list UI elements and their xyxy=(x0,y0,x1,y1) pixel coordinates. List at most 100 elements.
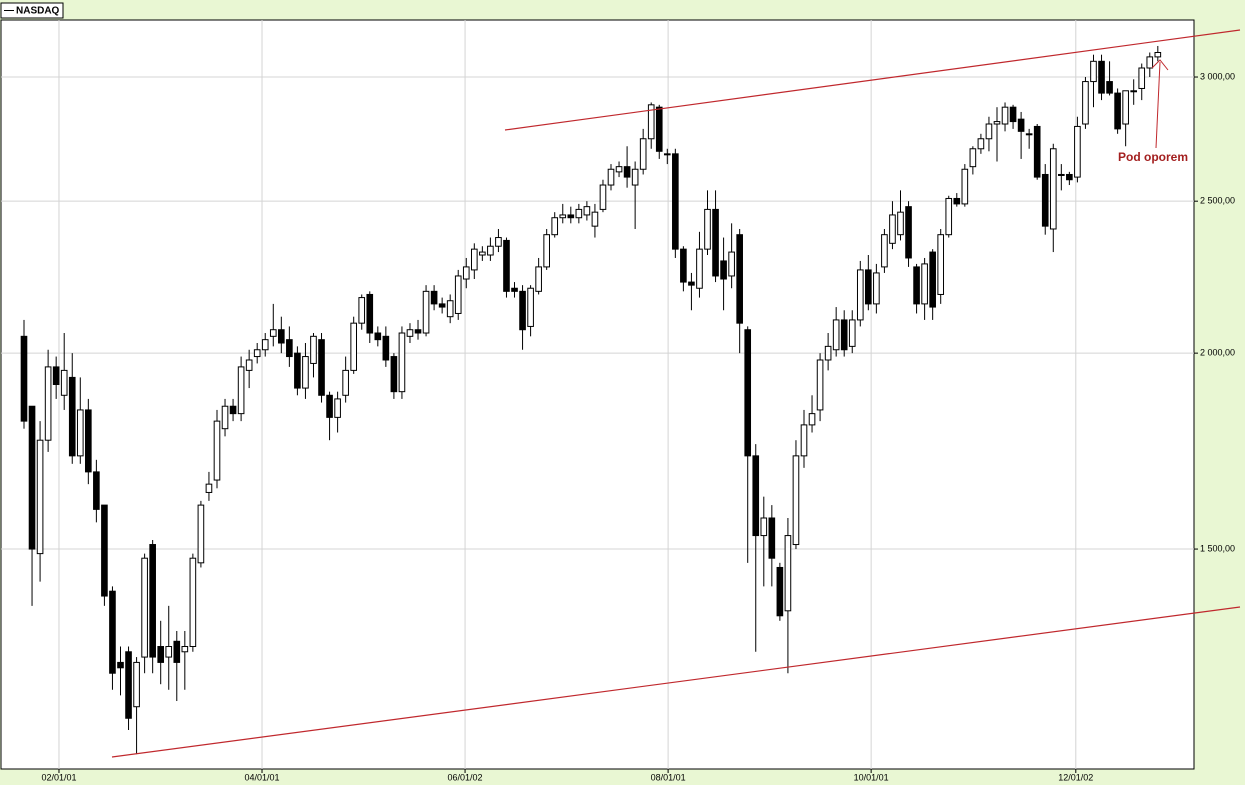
candle-body xyxy=(165,646,173,658)
candle-body xyxy=(350,322,358,371)
candle-body xyxy=(824,345,832,361)
candle-body xyxy=(728,251,735,277)
plot-area xyxy=(0,19,1195,770)
candle-body xyxy=(519,290,526,331)
candle-body xyxy=(93,471,100,510)
y-tick-label: 2 500,00 xyxy=(1200,196,1235,206)
candle-body xyxy=(1033,125,1041,178)
candle-body xyxy=(969,148,977,168)
candle-body xyxy=(1130,90,1138,93)
candle-body xyxy=(479,251,486,256)
candle-body xyxy=(937,234,945,295)
candle-body xyxy=(334,398,341,418)
candle-body xyxy=(929,251,936,308)
candle-body xyxy=(286,339,293,358)
candle-body xyxy=(221,405,229,430)
candle-body xyxy=(261,339,269,351)
candle-body xyxy=(157,646,165,663)
candle-body xyxy=(28,405,36,550)
candle-body xyxy=(776,566,784,617)
candle-body xyxy=(921,263,928,305)
candle-body xyxy=(149,544,156,658)
candle-body xyxy=(881,234,888,268)
candle-body xyxy=(736,234,743,324)
y-tick-label: 1 500,00 xyxy=(1200,543,1235,553)
candle-body xyxy=(20,335,28,422)
x-tick-label: 06/01/02 xyxy=(448,772,483,782)
candle-body xyxy=(591,211,599,227)
candle-body xyxy=(117,661,124,669)
legend-label: NASDAQ xyxy=(16,6,60,17)
candle-body xyxy=(1017,118,1025,132)
candle-body xyxy=(639,138,647,170)
candle-body xyxy=(704,208,711,250)
candle-body xyxy=(68,376,76,457)
support-line xyxy=(111,606,1241,758)
candle-body xyxy=(559,214,567,219)
candle-body xyxy=(390,356,398,393)
candle-body xyxy=(245,359,253,371)
y-tick-label: 2 000,00 xyxy=(1200,348,1235,358)
candle-body xyxy=(454,275,462,314)
candle-body xyxy=(470,248,478,271)
y-tick-label: 3 000,00 xyxy=(1200,71,1235,81)
candle-body xyxy=(945,197,953,236)
annotation-arrow xyxy=(1155,61,1161,149)
candle-body xyxy=(253,349,261,358)
candle-body xyxy=(897,211,904,236)
x-tick-label: 08/01/01 xyxy=(651,772,686,782)
candle-body xyxy=(607,168,615,186)
candle-body xyxy=(977,138,985,150)
candle-body xyxy=(438,303,446,308)
candle-body xyxy=(816,359,824,411)
candle-body xyxy=(374,332,382,341)
candle-body xyxy=(840,319,848,351)
x-tick-label: 12/01/02 xyxy=(1058,772,1093,782)
candle-body xyxy=(294,352,301,389)
candle-body xyxy=(1138,67,1146,89)
candle-body xyxy=(237,366,245,415)
candle-body xyxy=(1098,60,1105,94)
legend-box xyxy=(0,2,64,19)
candle-body xyxy=(808,413,816,426)
candle-body xyxy=(125,651,132,719)
candle-body xyxy=(326,394,333,418)
candle-body xyxy=(832,319,840,351)
resistance-line xyxy=(504,29,1241,131)
candle-body xyxy=(680,248,687,283)
candle-body xyxy=(913,266,920,305)
candle-body xyxy=(688,281,695,286)
candle-body xyxy=(873,272,880,305)
candle-body xyxy=(302,356,309,389)
candle-body xyxy=(310,335,317,364)
candle-body xyxy=(543,234,550,268)
candle-body xyxy=(535,266,542,292)
candle-body xyxy=(889,214,896,244)
candle-body xyxy=(44,366,52,441)
candle-body xyxy=(905,206,912,259)
candle-body xyxy=(85,409,92,473)
candle-body xyxy=(109,590,116,674)
candle-body xyxy=(1154,51,1162,58)
candle-body xyxy=(865,269,872,305)
candle-body xyxy=(631,168,639,186)
candle-body xyxy=(495,237,502,247)
candle-body xyxy=(278,329,285,344)
candle-body xyxy=(189,557,197,648)
candle-body xyxy=(655,106,663,152)
candle-body xyxy=(269,329,277,337)
candle-body xyxy=(382,335,390,361)
candle-body xyxy=(414,329,422,334)
candle-body xyxy=(615,166,623,173)
candle-body xyxy=(358,297,366,324)
candle-body xyxy=(1106,81,1113,94)
candle-body xyxy=(511,287,518,292)
candles xyxy=(20,45,1162,755)
candle-body xyxy=(1090,60,1097,83)
candle-body xyxy=(551,217,559,236)
candle-body xyxy=(768,517,776,559)
candle-body xyxy=(575,208,583,219)
candle-body xyxy=(36,439,44,555)
candle-body xyxy=(318,339,325,396)
candle-body xyxy=(760,517,768,537)
